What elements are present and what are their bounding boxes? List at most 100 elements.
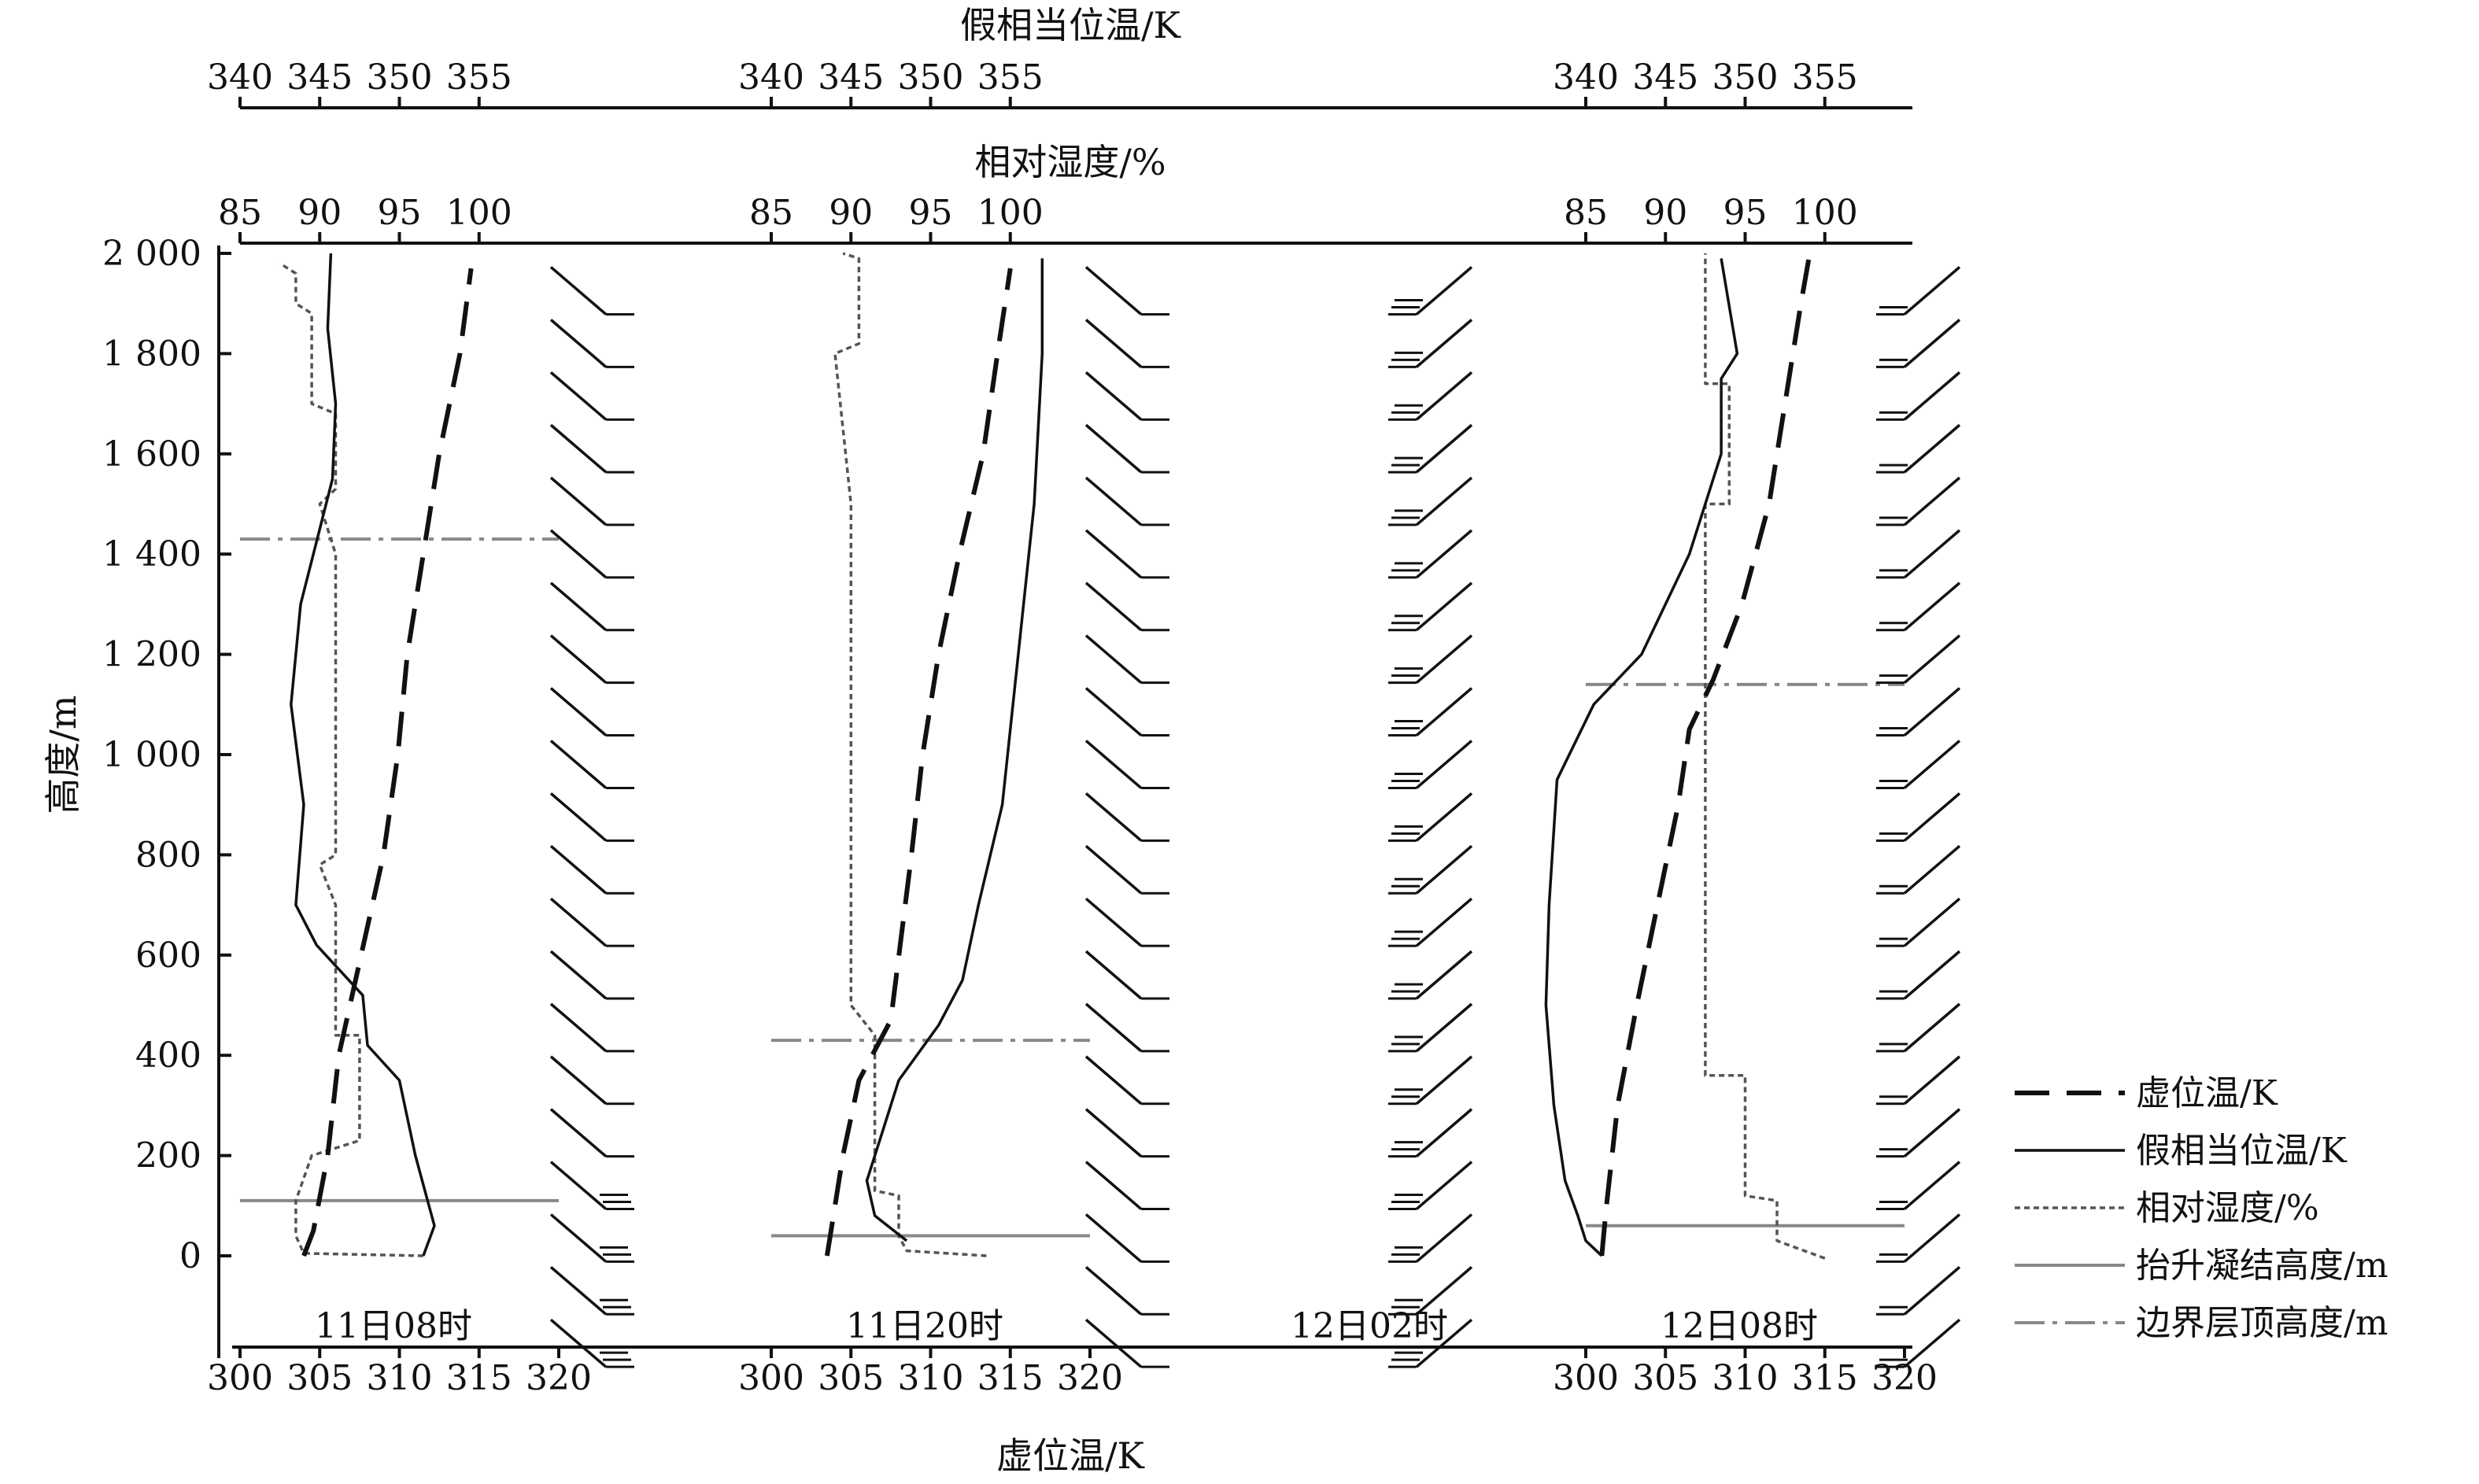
wind-barb <box>1388 371 1473 421</box>
wind-barb <box>549 1213 634 1263</box>
legend-label: 抬升凝结高度/m <box>2136 1246 2388 1286</box>
wind-barb-staff <box>1903 950 1961 1000</box>
wind-barb-staff <box>1084 1213 1143 1263</box>
wind-barb <box>1084 792 1169 842</box>
wind-barb-staff <box>1415 897 1473 947</box>
wind-barb <box>1876 1161 1961 1211</box>
virtual-temp-line <box>301 268 474 1257</box>
wind-barb <box>1084 1108 1169 1158</box>
wind-barb-staff <box>1415 529 1473 579</box>
legend-label: 边界层顶高度/m <box>2136 1303 2388 1343</box>
legend-item: 抬升凝结高度/m <box>2015 1246 2388 1286</box>
wind-barb-staff <box>1903 1108 1961 1157</box>
wind-barb-staff <box>1903 1265 1961 1316</box>
wind-barb-staff <box>1903 1318 1961 1368</box>
height-axis-tick-label: 2 000 <box>102 234 201 274</box>
wind-barb-staff <box>1415 740 1473 789</box>
wind-barb-staff <box>1415 1318 1473 1368</box>
rh-axis-tick-label: 90 <box>829 193 873 233</box>
rh-axis-tick-label: 90 <box>297 193 342 233</box>
legend: 虚位温/K 假相当位温/K 相对湿度/% 抬升凝结高度/m 边界层顶高度/m <box>2015 1073 2388 1343</box>
virtual-temp-axis-tick-label: 310 <box>1712 1358 1779 1398</box>
relative-humidity-line <box>1704 253 1826 1260</box>
wind-barb-staff <box>1903 581 1961 632</box>
wind-barb-staff <box>1415 1265 1473 1316</box>
legend-item: 假相当位温/K <box>2015 1131 2348 1171</box>
wind-barb-staff <box>1415 950 1473 1000</box>
rh-axis-tick-label: 95 <box>909 193 953 233</box>
wind-barb <box>1876 844 1961 895</box>
rh-axis-tick-label: 85 <box>749 193 793 233</box>
height-axis-tick-label: 1 800 <box>102 334 201 374</box>
wind-barb <box>1388 897 1473 947</box>
wind-barb-staff <box>1084 371 1143 421</box>
wind-barb-staff <box>1415 319 1473 368</box>
wind-barb <box>549 1318 634 1368</box>
wind-barb <box>549 423 634 474</box>
pseudo-equiv-axis-tick-label: 345 <box>818 57 884 98</box>
wind-barb-staff <box>549 319 608 368</box>
wind-barb-staff <box>1903 1161 1961 1210</box>
wind-barb-staff <box>549 1002 608 1053</box>
relative-humidity-line <box>279 262 423 1257</box>
wind-barb <box>1084 423 1169 474</box>
wind-barb <box>1876 1213 1961 1263</box>
pseudo-equiv-line <box>290 253 436 1257</box>
wind-barb-staff <box>549 529 608 579</box>
wind-barb <box>1388 1002 1473 1053</box>
wind-barb <box>1388 319 1473 368</box>
panel-label: 11日20时 <box>846 1306 1003 1346</box>
wind-barb-staff <box>1084 897 1143 947</box>
wind-barb-staff <box>1084 740 1143 789</box>
height-axis-tick-label: 800 <box>135 835 201 875</box>
rh-axis-tick-label: 100 <box>1792 193 1858 233</box>
wind-barb <box>1084 950 1169 1000</box>
wind-barb-staff <box>1415 476 1473 526</box>
wind-barb <box>1876 266 1961 316</box>
wind-barb <box>1084 897 1169 947</box>
wind-barb-staff <box>1415 844 1473 895</box>
pseudo-equiv-axis-tick-label: 345 <box>286 57 353 98</box>
wind-barb <box>1084 1055 1169 1106</box>
wind-barb <box>549 1265 634 1316</box>
wind-barb <box>1084 1265 1169 1316</box>
rh-axis-title: 相对湿度/% <box>974 141 1166 183</box>
legend-label: 虚位温/K <box>2136 1073 2278 1113</box>
virtual-temp-axis-tick-label: 315 <box>1792 1358 1858 1398</box>
pseudo-equiv-axis-tick-label: 355 <box>977 57 1044 98</box>
pseudo-equiv-axis-tick-label: 340 <box>738 57 804 98</box>
wind-barb <box>1876 371 1961 421</box>
height-axis-tick-label: 600 <box>135 936 201 976</box>
rh-axis-tick-label: 85 <box>218 193 262 233</box>
wind-barb <box>1388 581 1473 632</box>
wind-barb <box>1084 266 1169 316</box>
wind-barb-staff <box>1903 792 1961 842</box>
wind-barb <box>549 529 634 579</box>
wind-barb <box>1084 634 1169 685</box>
wind-barb-staff <box>1415 1055 1473 1106</box>
wind-barb-staff <box>1084 476 1143 526</box>
wind-barb <box>549 1161 634 1211</box>
wind-barb-staff <box>1084 1265 1143 1316</box>
wind-barb <box>1388 1265 1473 1316</box>
wind-barb <box>1876 740 1961 789</box>
virtual-temp-axis-tick-label: 320 <box>526 1358 592 1398</box>
wind-barb <box>1084 687 1169 737</box>
wind-barb-staff <box>1084 266 1143 316</box>
wind-barb <box>1084 1161 1169 1211</box>
wind-barb-staff <box>549 1055 608 1106</box>
virtual-temp-axis-tick-label: 310 <box>898 1358 964 1398</box>
virtual-temp-axis-tick-label: 315 <box>446 1358 512 1398</box>
wind-barb <box>1084 740 1169 789</box>
pseudo-equiv-axis-title: 假相当位温/K <box>960 4 1181 46</box>
wind-barb-staff <box>549 476 608 526</box>
wind-barb-staff <box>549 792 608 842</box>
wind-barb <box>1388 266 1473 316</box>
height-axis-tick-label: 1 000 <box>102 735 201 775</box>
wind-barb-staff <box>1903 844 1961 895</box>
panel-label: 12日02时 <box>1291 1306 1448 1346</box>
wind-barb-staff <box>549 1213 608 1263</box>
wind-barb-staff <box>1903 266 1961 316</box>
pseudo-equiv-line <box>865 258 1044 1242</box>
